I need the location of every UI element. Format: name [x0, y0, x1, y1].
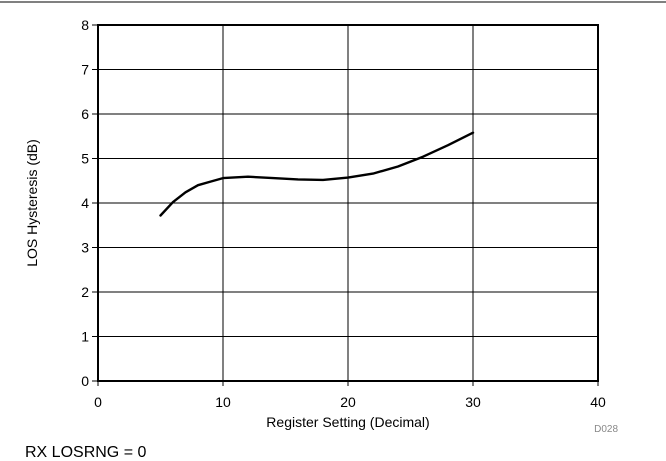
y-axis-title: LOS Hysteresis (dB)	[24, 139, 40, 267]
x-axis-title: Register Setting (Decimal)	[266, 414, 429, 430]
x-tick-label: 30	[465, 394, 481, 410]
figure-code: D028	[594, 424, 618, 435]
y-tick-label: 1	[81, 329, 89, 345]
x-axis-ticks: 0 10 20 30 40	[94, 381, 606, 410]
y-tick-label: 5	[81, 151, 89, 167]
grid-lines	[98, 25, 598, 381]
y-tick-label: 3	[81, 240, 89, 256]
y-tick-label: 8	[81, 17, 89, 33]
y-tick-label: 0	[81, 373, 89, 389]
x-tick-label: 10	[215, 394, 231, 410]
y-tick-label: 2	[81, 284, 89, 300]
x-tick-label: 40	[590, 394, 606, 410]
y-tick-label: 4	[81, 195, 89, 211]
series-group	[159, 131, 475, 217]
y-tick-label: 6	[81, 106, 89, 122]
caption: RX LOSRNG = 0	[25, 444, 146, 461]
series-line	[159, 131, 475, 217]
x-tick-label: 0	[94, 394, 102, 410]
y-axis-ticks: 0 1 2 3 4 5 6 7 8	[81, 17, 98, 389]
x-tick-label: 20	[340, 394, 356, 410]
y-tick-label: 7	[81, 62, 89, 78]
